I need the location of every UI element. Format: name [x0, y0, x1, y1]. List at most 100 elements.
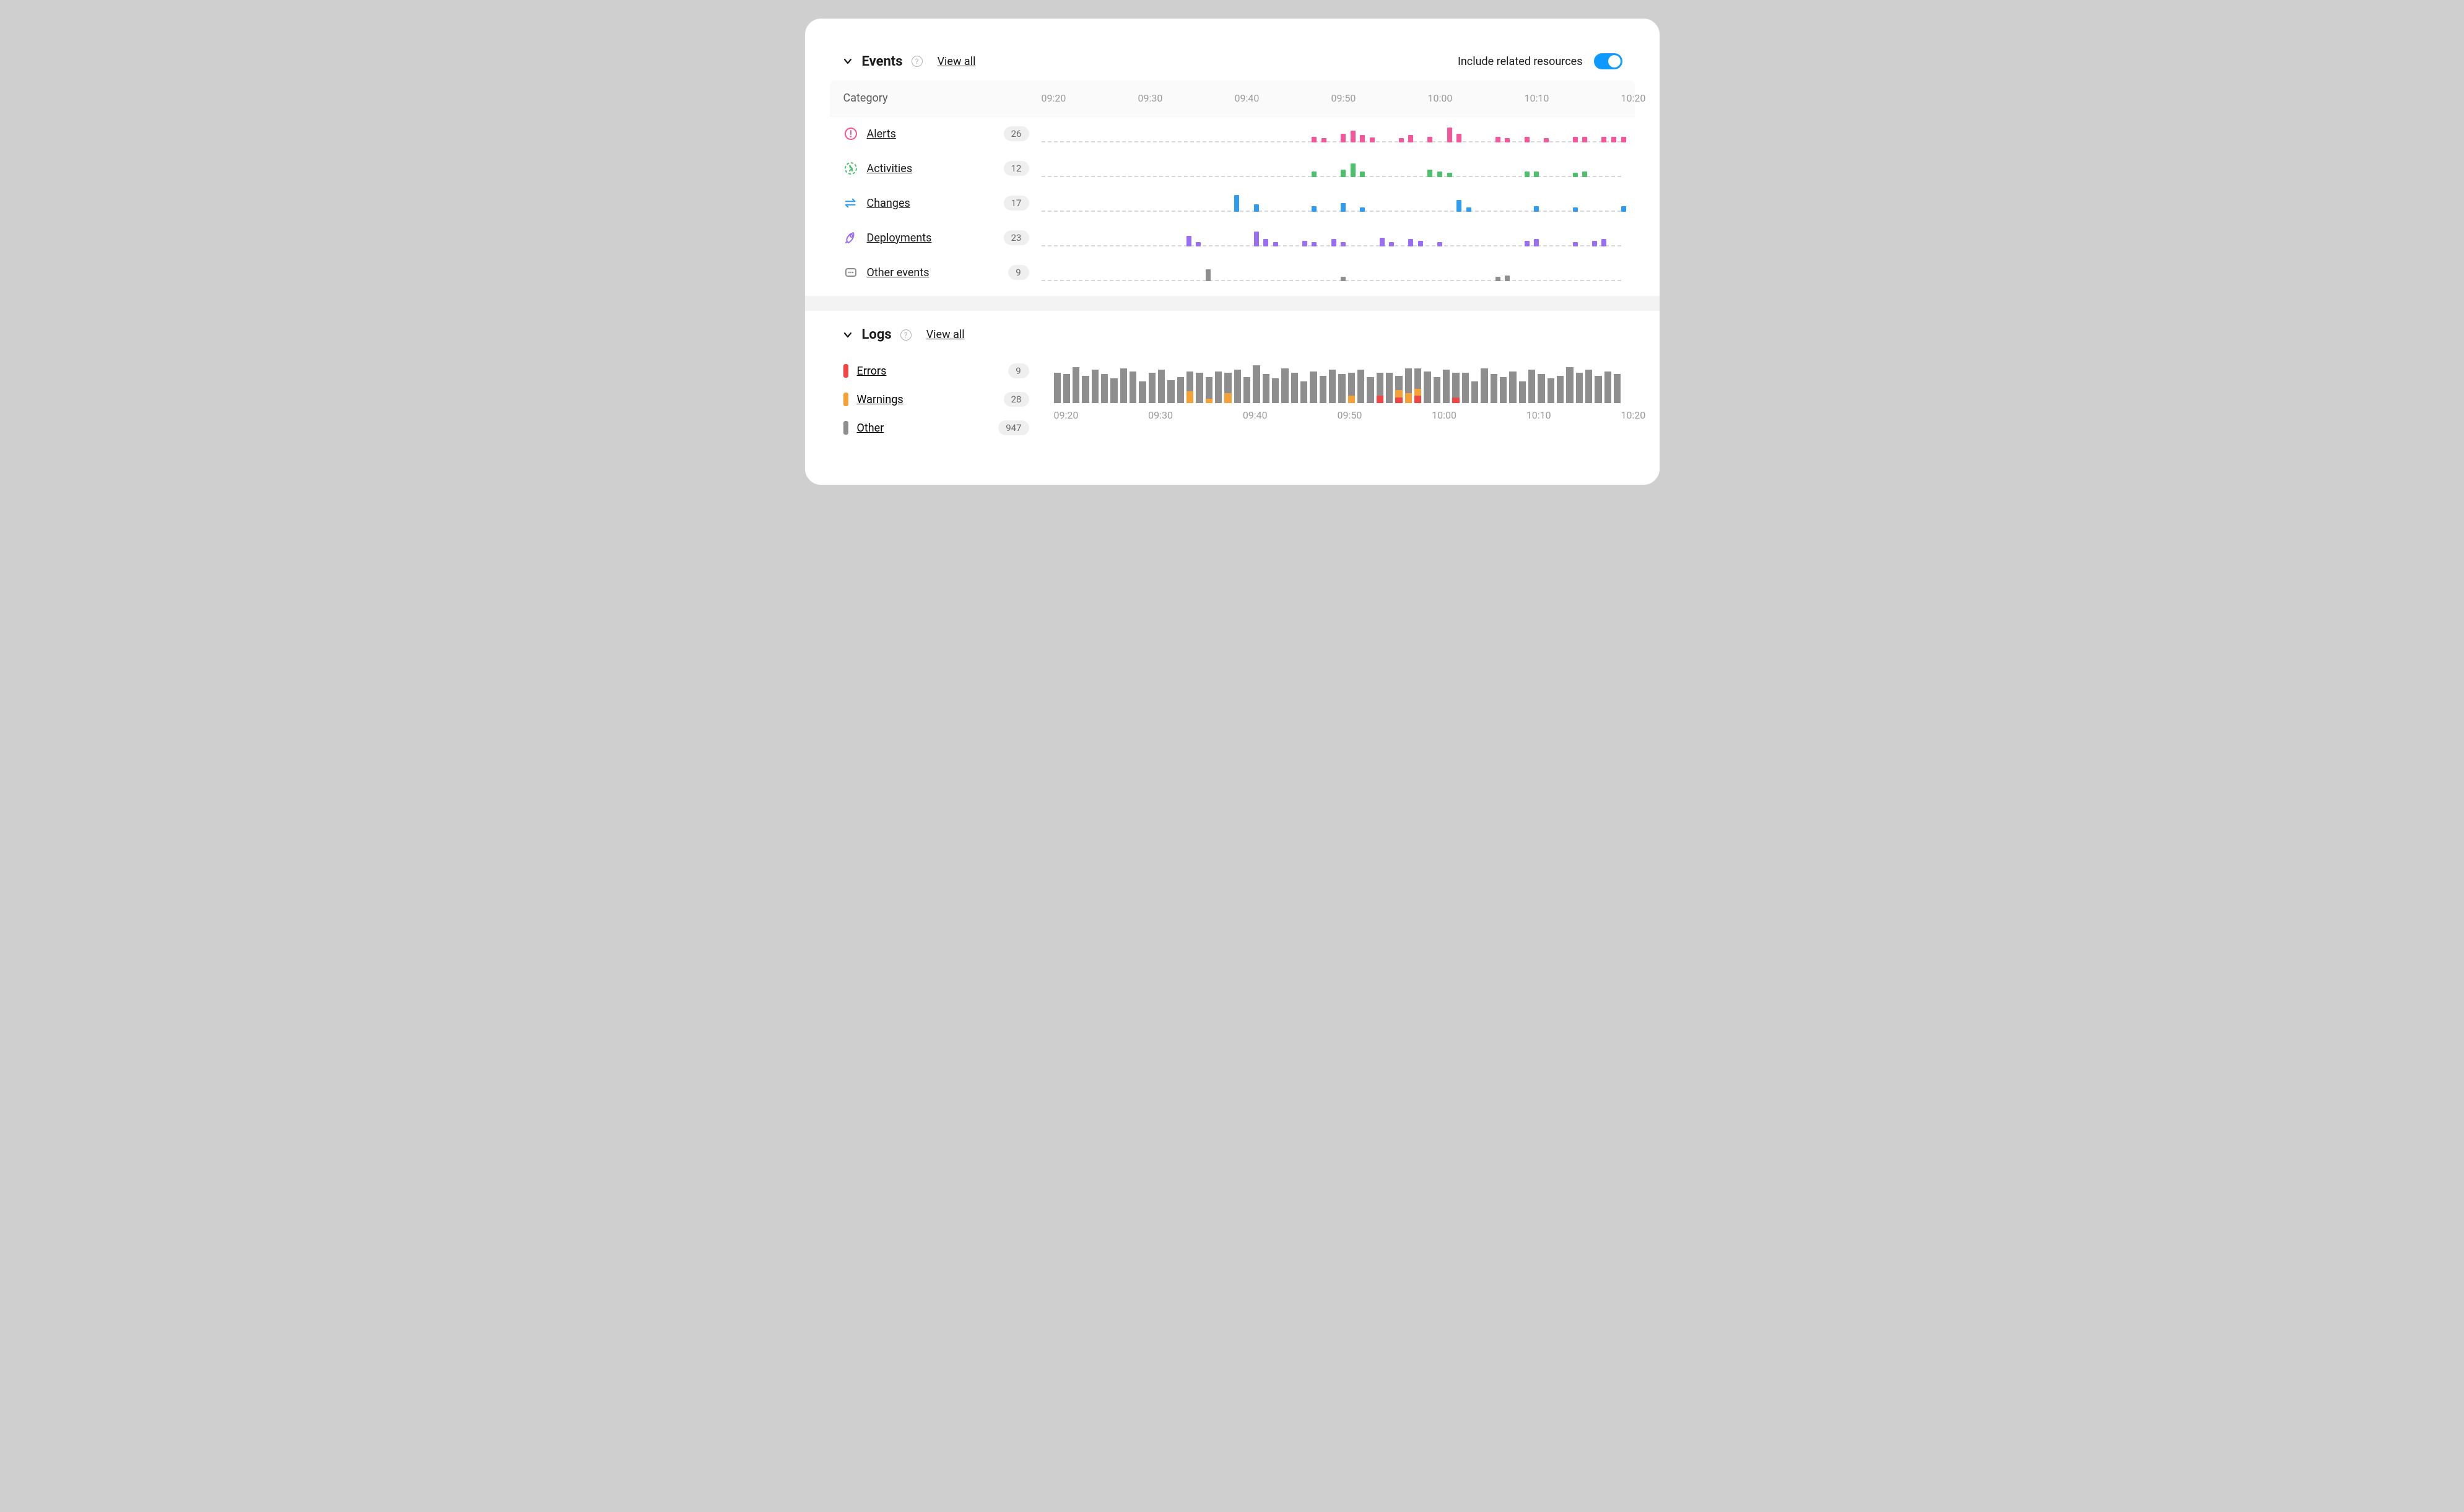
category-count: 9	[1008, 265, 1029, 280]
spark-bar	[1601, 239, 1606, 246]
other-icon	[843, 265, 858, 280]
log-bar	[1576, 373, 1583, 403]
log-seg-o	[1215, 371, 1222, 403]
log-bar	[1585, 370, 1592, 403]
log-bar	[1548, 378, 1554, 403]
log-bar	[1196, 373, 1203, 403]
spark-bar	[1544, 138, 1549, 142]
log-link-errors[interactable]: Errors	[857, 365, 887, 378]
log-bar	[1073, 367, 1079, 403]
include-related-toggle[interactable]	[1594, 53, 1622, 69]
log-bar	[1329, 370, 1336, 403]
log-bar	[1386, 373, 1393, 403]
spark-bar	[1321, 138, 1326, 142]
log-seg-o	[1509, 371, 1516, 403]
log-seg-o	[1263, 374, 1269, 403]
spark-bar	[1380, 238, 1385, 247]
log-bar	[1377, 373, 1383, 403]
sparkline-activities	[1042, 157, 1621, 180]
category-link-alerts[interactable]: Alerts	[867, 128, 896, 141]
spark-bar	[1408, 135, 1413, 142]
log-bar	[1158, 370, 1165, 403]
log-bar	[1452, 373, 1459, 403]
chevron-down-icon[interactable]	[842, 329, 853, 341]
log-seg-w	[1414, 389, 1421, 396]
log-legend-row-other: Other947	[843, 420, 1042, 435]
log-bar	[1291, 373, 1298, 403]
log-bar	[1595, 376, 1601, 403]
help-icon[interactable]: ?	[912, 56, 923, 67]
spark-bar	[1234, 195, 1239, 212]
category-link-other[interactable]: Other events	[867, 266, 929, 279]
spark-bar	[1456, 134, 1461, 143]
log-seg-o	[1434, 377, 1440, 403]
log-swatch	[843, 421, 848, 435]
logs-view-all-link[interactable]: View all	[926, 328, 965, 341]
log-bar	[1054, 373, 1061, 403]
log-seg-w	[1186, 391, 1193, 403]
category-count: 12	[1004, 161, 1029, 176]
log-bar	[1320, 376, 1326, 403]
log-seg-o	[1300, 381, 1307, 403]
spark-bar	[1534, 172, 1539, 178]
log-link-other[interactable]: Other	[857, 422, 884, 435]
category-row-activities: Activities 12	[830, 151, 1635, 186]
log-bar	[1206, 377, 1212, 403]
log-bar	[1434, 377, 1440, 403]
log-seg-o	[1395, 376, 1402, 390]
log-seg-o	[1206, 377, 1212, 399]
log-count: 9	[1008, 363, 1029, 378]
log-bar	[1566, 367, 1573, 403]
log-seg-o	[1557, 376, 1564, 403]
category-row-other: Other events 9	[830, 255, 1635, 290]
log-seg-o	[1281, 368, 1288, 403]
log-seg-o	[1320, 376, 1326, 403]
events-view-all-link[interactable]: View all	[938, 55, 976, 68]
spark-bar	[1312, 206, 1317, 212]
log-bar	[1139, 381, 1146, 403]
log-swatch	[843, 393, 848, 406]
log-seg-e	[1395, 398, 1402, 403]
log-seg-o	[1595, 376, 1601, 403]
log-seg-o	[1167, 380, 1174, 403]
category-link-deployments[interactable]: Deployments	[867, 232, 932, 245]
log-seg-o	[1481, 368, 1487, 403]
log-seg-o	[1519, 381, 1526, 403]
log-seg-o	[1243, 377, 1250, 403]
spark-bar	[1573, 137, 1578, 143]
chevron-down-icon[interactable]	[842, 56, 853, 67]
spark-bar	[1263, 239, 1268, 246]
category-link-activities[interactable]: Activities	[867, 162, 913, 175]
log-bar	[1348, 373, 1355, 403]
log-bar	[1186, 371, 1193, 403]
log-seg-w	[1405, 393, 1412, 403]
spark-bar	[1341, 134, 1346, 143]
spark-bar	[1312, 137, 1317, 143]
spark-bar	[1254, 232, 1259, 247]
category-link-changes[interactable]: Changes	[867, 197, 910, 210]
deploy-icon	[843, 230, 858, 245]
alert-icon	[843, 126, 858, 141]
category-row-changes: Changes17	[830, 186, 1635, 220]
logs-chart-wrap: 09:2009:3009:4009:5010:0010:1010:20	[1054, 360, 1621, 421]
log-seg-o	[1357, 370, 1364, 403]
log-link-warnings[interactable]: Warnings	[857, 393, 903, 406]
events-time-axis: 09:2009:3009:4009:5010:0010:1010:20	[1042, 92, 1621, 104]
sparkline-changes	[1042, 192, 1621, 214]
log-bar	[1224, 373, 1231, 403]
spark-bar	[1534, 239, 1539, 246]
logs-section: Logs ? View all Errors9Warnings28Other94…	[830, 311, 1635, 454]
log-seg-o	[1092, 370, 1099, 403]
spark-bar	[1447, 128, 1452, 143]
log-legend-row-warnings: Warnings28	[843, 392, 1042, 407]
log-seg-o	[1576, 373, 1583, 403]
spark-bar	[1611, 137, 1616, 143]
log-seg-o	[1614, 374, 1621, 403]
events-title: Events	[862, 54, 903, 69]
events-panel-header: Category 09:2009:3009:4009:5010:0010:101…	[830, 80, 1635, 116]
log-seg-o	[1338, 374, 1345, 403]
log-bar	[1149, 373, 1156, 403]
help-icon[interactable]: ?	[900, 329, 912, 341]
log-seg-o	[1291, 373, 1298, 403]
category-left: Alerts26	[843, 126, 1042, 141]
